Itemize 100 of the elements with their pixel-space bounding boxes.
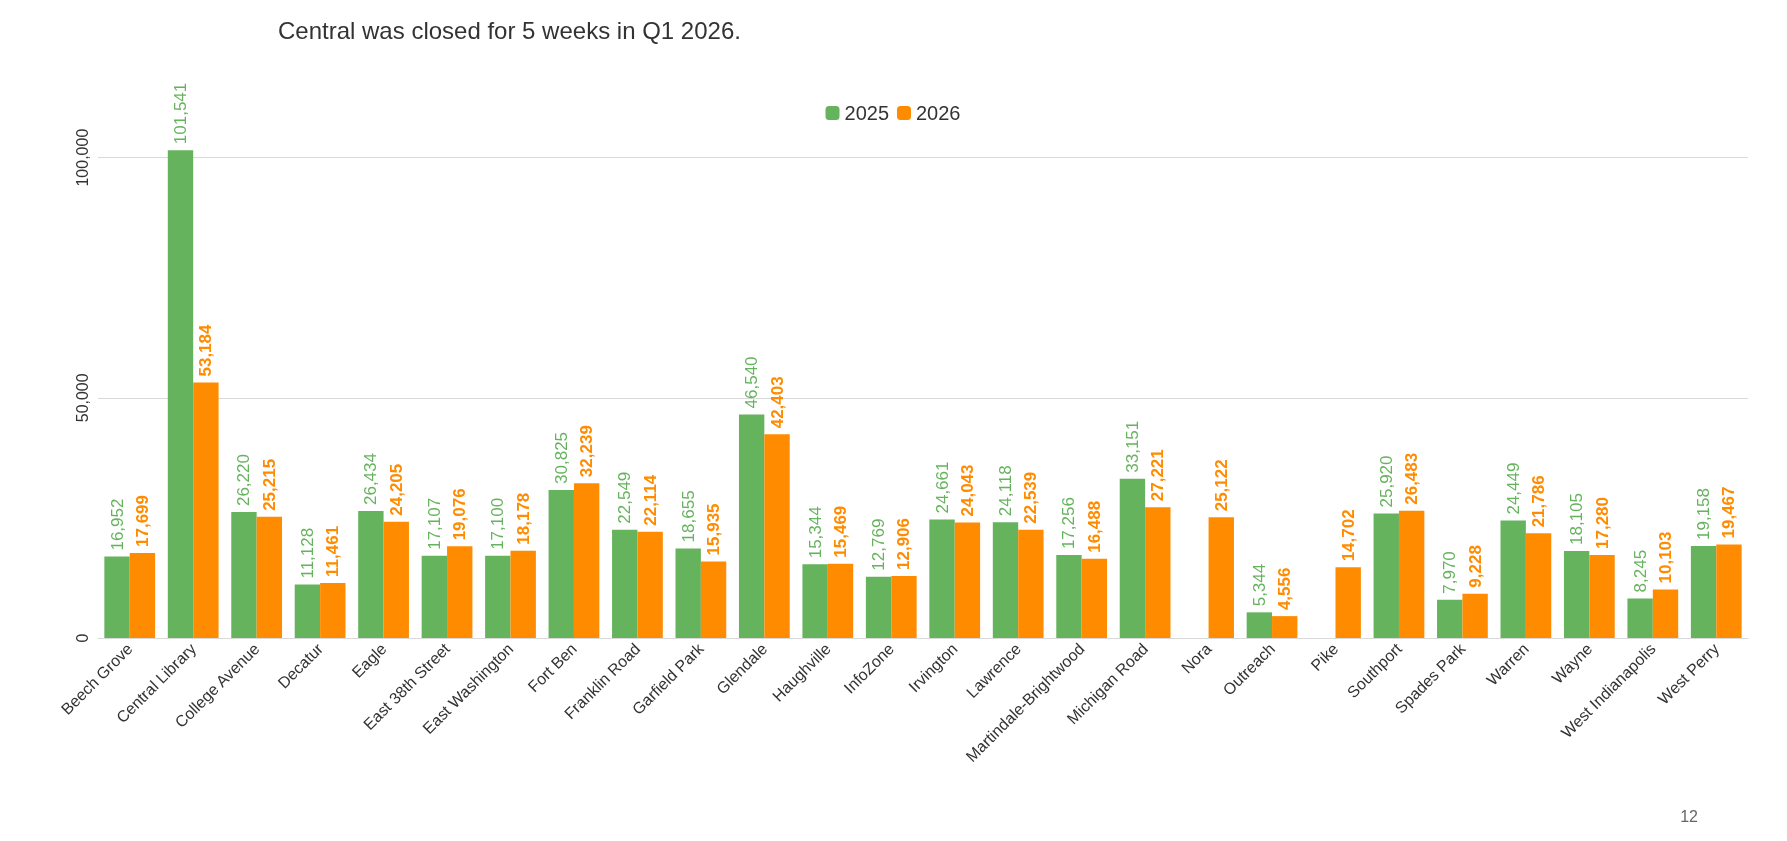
data-label: 8,245 (1630, 549, 1650, 593)
y-tick-label: 0 (73, 633, 91, 643)
data-label: 30,825 (551, 431, 571, 484)
bar (256, 516, 283, 638)
bar (1081, 558, 1108, 638)
bar (802, 564, 828, 638)
data-label: 16,952 (107, 498, 127, 551)
bar (485, 555, 511, 638)
data-label: 24,205 (386, 463, 406, 516)
data-label: 101,541 (171, 82, 190, 145)
bar (1437, 599, 1463, 638)
data-label: 46,540 (742, 356, 762, 409)
data-label: 24,043 (957, 464, 977, 517)
text: Central was closed for 5 weeks in Q1 2026. (278, 16, 741, 44)
bar (1589, 554, 1615, 638)
bar (320, 582, 346, 638)
data-label: 26,220 (234, 454, 254, 507)
data-label: 26,434 (361, 453, 381, 506)
bar (992, 522, 1019, 638)
bar (1335, 567, 1361, 638)
data-label: 25,215 (259, 458, 279, 511)
data-label: 15,469 (831, 505, 850, 558)
bar (167, 150, 194, 638)
legend-label: 2025 (844, 102, 890, 124)
data-label: 11,461 (323, 525, 343, 577)
bar (827, 563, 854, 638)
bar (865, 576, 892, 638)
data-label: 21,786 (1529, 475, 1549, 528)
bar (1398, 510, 1425, 638)
data-label: 10,103 (1656, 531, 1675, 584)
y-tick-label: 100,000 (73, 128, 91, 187)
bar (129, 552, 156, 638)
data-label: 11,128 (297, 527, 317, 579)
data-label: 25,122 (1211, 459, 1231, 512)
data-label: 25,920 (1376, 455, 1396, 508)
data-label: 22,114 (640, 474, 660, 526)
data-label: 17,699 (132, 494, 152, 547)
bar (421, 555, 448, 638)
text: 12 (1680, 807, 1699, 825)
x-tick-label: Fort Ben (524, 639, 580, 696)
data-label: 19,076 (450, 488, 470, 541)
bar (612, 529, 638, 638)
bar (1716, 544, 1742, 638)
data-label: 26,483 (1402, 452, 1422, 505)
bar (1208, 517, 1234, 638)
data-label: 12,769 (869, 518, 889, 571)
data-label: 22,539 (1021, 471, 1041, 524)
bar (1018, 529, 1044, 638)
bar (637, 531, 663, 638)
data-label: 24,661 (932, 461, 952, 514)
bar (700, 561, 727, 638)
bar (1462, 593, 1488, 638)
data-label: 19,467 (1719, 486, 1739, 539)
data-label: 19,158 (1694, 487, 1714, 540)
bar (1119, 478, 1146, 638)
bar (1500, 520, 1526, 638)
legend-label: 2026 (916, 102, 961, 124)
data-label: 18,178 (513, 492, 533, 545)
bar (1145, 507, 1171, 638)
bar (954, 522, 981, 638)
data-label: 5,344 (1249, 563, 1269, 607)
data-label: 12,906 (894, 518, 914, 570)
data-label: 24,449 (1503, 462, 1523, 515)
bar (1056, 555, 1082, 638)
data-label: 32,239 (577, 425, 597, 478)
bar (294, 584, 321, 638)
data-label: 33,151 (1122, 420, 1142, 473)
data-label: 18,105 (1567, 493, 1587, 546)
bar (358, 511, 384, 638)
y-tick-label: 50,000 (73, 373, 91, 423)
data-label: 17,107 (424, 497, 444, 550)
bar (193, 382, 219, 638)
bar (231, 512, 257, 638)
bar (1272, 616, 1298, 638)
bar (1373, 513, 1399, 638)
bar (510, 550, 536, 638)
data-label: 15,935 (704, 503, 724, 556)
bar (764, 434, 790, 638)
bar (104, 556, 130, 638)
data-label: 42,403 (767, 376, 787, 429)
data-label: 15,344 (805, 506, 825, 559)
bar (447, 546, 473, 638)
data-label: 9,228 (1465, 545, 1485, 588)
bar (573, 483, 600, 638)
bar (1563, 551, 1590, 638)
data-label: 18,655 (678, 490, 698, 543)
bar (929, 519, 955, 638)
bar (738, 414, 765, 638)
bar (383, 521, 409, 638)
data-label: 7,970 (1440, 551, 1460, 594)
x-tick-label: Pike (1307, 639, 1342, 675)
data-label: 22,549 (615, 471, 635, 524)
data-label: 53,184 (196, 323, 216, 377)
bar (1246, 612, 1273, 638)
bar (1627, 598, 1653, 638)
data-label: 17,280 (1592, 496, 1612, 549)
data-label: 17,100 (488, 497, 508, 550)
data-label: 14,702 (1338, 509, 1358, 562)
bar (1690, 545, 1717, 638)
data-label: 24,118 (996, 465, 1015, 517)
